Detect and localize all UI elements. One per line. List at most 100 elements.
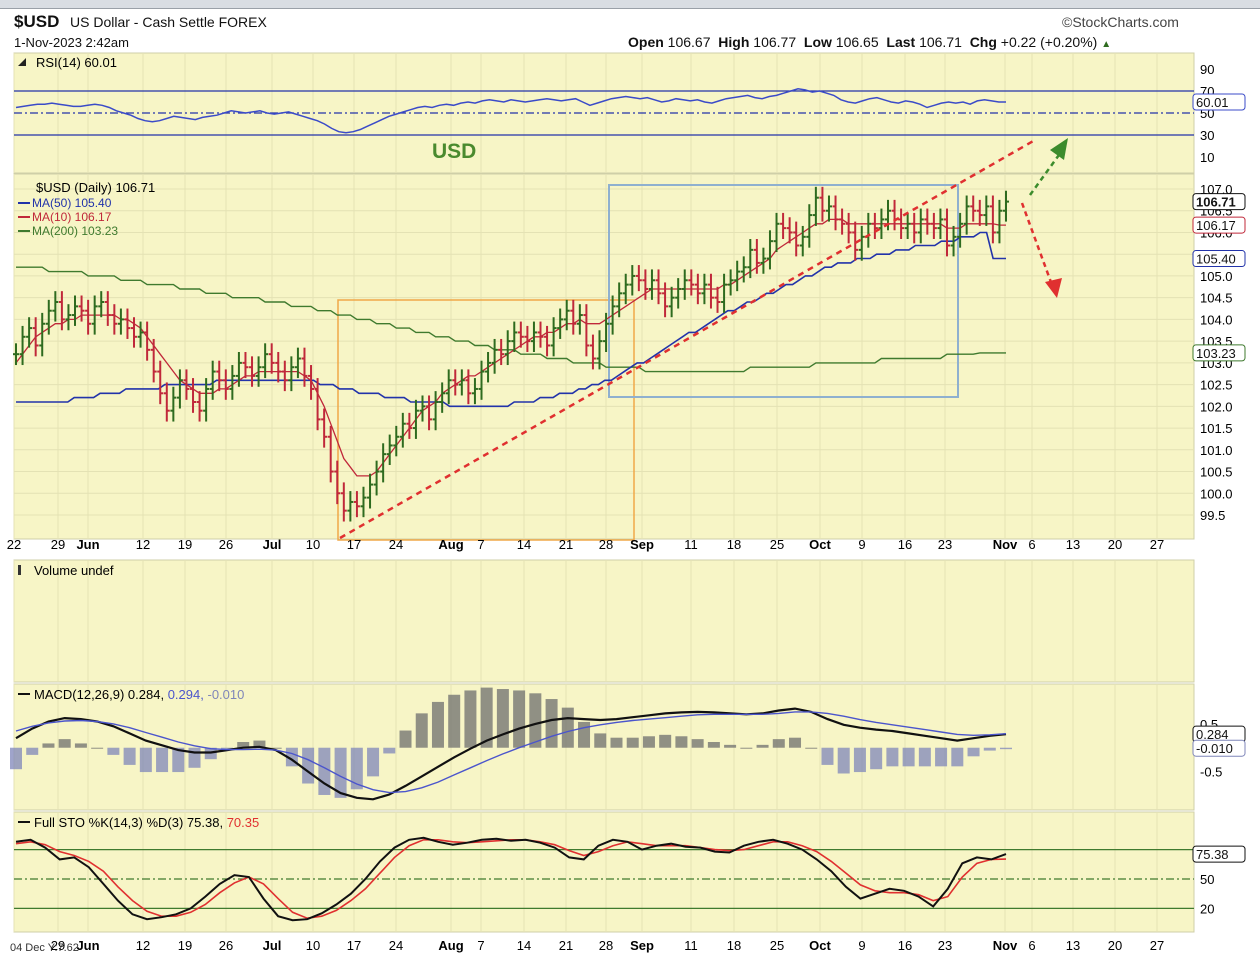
macd-histogram-bar [350,747,363,790]
x-tick-label: 16 [898,537,912,552]
rsi-y-tick: 10 [1200,150,1214,165]
x-tick-label: 12 [136,537,150,552]
macd-histogram-bar [399,730,412,748]
ma200-value-tag: 103.23 [1192,344,1246,362]
ma50-line [16,231,1006,408]
x-tick-label: 6 [1028,537,1035,552]
rsi-value-tag-box [1192,93,1246,111]
red-projection-arrow [1020,202,1054,286]
rsi-value-tag-text: 60.01 [1196,95,1229,110]
rsi-y-tick: 90 [1200,62,1214,77]
ma10-value-tag-text: 106.17 [1196,218,1236,233]
low-label: Low [803,34,832,50]
x-tick-label: 10 [306,537,320,552]
macd-histogram-bar [448,694,461,748]
macd-histogram-bar [967,747,980,757]
sto-legend-d: 70.35 [227,815,260,830]
x-tick-label: 20 [1108,938,1122,953]
macd-legend-prefix: MACD(12,26,9) 0.284, [34,687,164,702]
description: US Dollar - Cash Settle [70,14,215,30]
macd-histogram-bar [123,747,136,765]
up-triangle-icon: ▲ [1101,39,1112,50]
x-tick-label: Aug [438,537,463,552]
x-tick-label: 26 [219,938,233,953]
ma200-line [16,266,1006,373]
x-tick-label: 28 [599,938,613,953]
macd-legend-hist: -0.010 [207,687,244,702]
rsi-legend: RSI(14) 60.01 [36,55,117,70]
macd-histogram-bar [626,737,639,748]
ma50-value-tag-text: 105.40 [1196,252,1236,267]
macd-histogram-bar [513,690,526,748]
macd-histogram-bar [480,687,493,748]
macd-histogram-bar [74,743,87,748]
x-tick-label: 29 [51,938,65,953]
macd-histogram-bar [529,693,542,748]
blue-consolidation-box [608,184,959,398]
price-panel [13,173,1195,540]
price-y-tick: 100.0 [1200,486,1233,501]
macd-histogram-bar [156,747,169,773]
price-y-tick: 100.5 [1200,465,1233,480]
macd-histogram-bar [772,739,785,748]
price-y-tick: 99.5 [1200,508,1225,523]
macd-histogram-bar [496,689,509,748]
macd-value-tag-text: 0.284 [1196,727,1229,742]
macd-line [15,707,1007,801]
sto-y-tick: 20 [1200,901,1214,916]
volume-panel [13,559,1195,683]
macd-histogram-bar [918,747,931,767]
macd-histogram-bar [789,737,802,748]
sto-k-line [15,836,1007,922]
macd-signal-line [15,711,1007,794]
x-tick-label: 14 [517,537,531,552]
date-time: 1-Nov-2023 2:42am [14,35,129,50]
sto-series [14,836,1194,922]
macd-histogram-bar [334,747,347,798]
macd-histogram-bar [431,701,444,748]
rsi-value-tag: 60.01 [1192,93,1246,111]
trend-lines [339,138,1068,540]
sto-value-tag: 75.38 [1192,845,1246,863]
x-tick-label: Jul [263,537,282,552]
macd-histogram-bar [172,747,185,773]
sto-value-tag-text: 75.38 [1196,847,1229,862]
macd-hist-tag-text: -0.010 [1196,741,1233,756]
rsi-y-tick: 30 [1200,128,1214,143]
price-y-tick: 104.5 [1200,291,1233,306]
macd-histogram-bar [91,747,104,749]
macd-histogram-bar [870,747,883,770]
macd-histogram-bar [578,721,591,748]
price-bars [13,186,1009,522]
macd-histogram-bar [902,747,915,767]
brand-logo: ©StockCharts.com [1062,14,1179,30]
macd-series [10,687,1012,801]
x-tick-label: 19 [178,537,192,552]
macd-histogram-bar [561,707,574,748]
open-label: Open [628,34,664,50]
price-y-tick: 101.5 [1200,421,1233,436]
green-arrow-head-icon [1050,138,1068,160]
high-value: 106.77 [753,34,797,50]
macd-histogram-bar [594,733,607,748]
rsi-series [14,88,1194,136]
x-tick-label: Oct [809,537,831,552]
x-tick-label: 29 [51,537,65,552]
macd-histogram-bar [318,747,331,795]
usd-annotation: USD [432,140,476,163]
x-tick-label: 13 [1066,938,1080,953]
macd-histogram-bar [724,744,737,748]
ma10-legend: MA(10) 106.17 [32,210,112,224]
x-tick-label: Jun [76,938,99,953]
x-tick-label: 7 [477,938,484,953]
macd-histogram-bar [805,747,818,749]
chg-label: Chg [969,34,997,50]
x-tick-label: 19 [178,938,192,953]
sto-value-tag-box [1192,845,1246,863]
sto-legend: Full STO %K(14,3) %D(3) 75.38, 70.35 [34,815,259,830]
macd-histogram-bar [139,747,152,773]
x-tick-label: Jul [263,938,282,953]
red-arrow-head-icon [1045,278,1062,298]
macd-histogram-bar [1000,747,1012,750]
ma200-value-tag-text: 103.23 [1196,346,1236,361]
